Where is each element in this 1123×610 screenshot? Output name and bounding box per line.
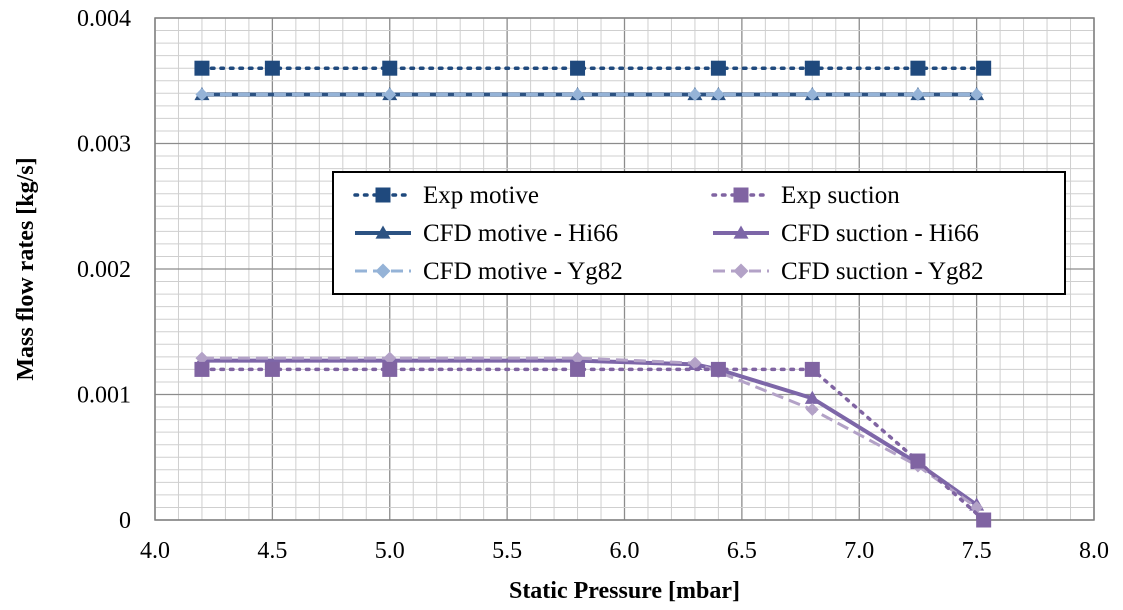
plot-area — [154, 17, 1095, 521]
diamond-marker — [970, 500, 984, 514]
legend-entry: CFD suction - Hi66 — [713, 220, 979, 247]
y-axis-title: Mass flow rates [kg/s] — [13, 157, 39, 380]
y-tick-label: 0.003 — [77, 132, 131, 158]
diamond-marker — [688, 88, 702, 102]
square-marker — [194, 361, 210, 377]
x-tick-label: 6.0 — [610, 538, 640, 564]
x-tick-label: 4.5 — [257, 538, 287, 564]
series-layer — [194, 60, 992, 528]
x-tick-label: 6.5 — [727, 538, 757, 564]
square-marker — [710, 60, 726, 76]
series-4 — [195, 88, 984, 102]
square-marker — [570, 60, 586, 76]
x-tick-label: 8.0 — [1079, 538, 1109, 564]
diamond-marker — [383, 351, 397, 365]
legend-entry: CFD suction - Yg82 — [713, 258, 984, 285]
square-marker — [976, 60, 992, 76]
diamond-marker — [383, 88, 397, 102]
diamond-marker — [711, 88, 725, 102]
x-axis-ticks: 4.0 4.5 5.0 5.5 6.0 6.5 7.0 7.5 8.0 — [140, 538, 1109, 564]
square-marker — [804, 60, 820, 76]
square-marker — [976, 512, 992, 528]
legend-entry: CFD motive - Hi66 — [355, 220, 618, 247]
legend-label: CFD suction - Hi66 — [781, 220, 979, 247]
square-marker — [194, 60, 210, 76]
square-marker — [733, 187, 749, 203]
legend-entry: Exp suction — [711, 182, 900, 209]
x-tick-label: 7.5 — [962, 538, 992, 564]
square-marker — [382, 361, 398, 377]
diamond-marker — [911, 88, 925, 102]
legend-label: CFD motive - Yg82 — [423, 258, 623, 285]
square-marker — [570, 361, 586, 377]
diamond-marker — [733, 263, 749, 279]
legend-entry: CFD motive - Yg82 — [355, 258, 623, 285]
series-line — [201, 356, 978, 509]
x-axis-title: Static Pressure [mbar] — [509, 578, 740, 604]
legend-entry: Exp motive — [353, 182, 539, 209]
square-marker — [710, 361, 726, 377]
square-marker — [910, 60, 926, 76]
y-tick-label: 0.004 — [77, 6, 131, 32]
legend-label: CFD motive - Hi66 — [423, 220, 618, 247]
diamond-marker — [375, 263, 391, 279]
series-0 — [194, 60, 992, 76]
legend: Exp motive Exp suction CFD motive - Hi66 CF… — [332, 171, 1066, 295]
legend-box — [332, 171, 1066, 295]
x-tick-label: 4.0 — [140, 538, 170, 564]
square-marker — [804, 361, 820, 377]
triangle-marker — [804, 390, 820, 404]
series-line — [200, 367, 986, 522]
x-tick-label: 5.5 — [492, 538, 522, 564]
diamond-marker — [195, 88, 209, 102]
square-marker — [375, 187, 391, 203]
triangle-marker — [733, 225, 749, 239]
series-1 — [194, 361, 992, 528]
triangle-marker — [375, 225, 391, 239]
square-marker — [264, 361, 280, 377]
diamond-marker — [571, 88, 585, 102]
square-marker — [382, 60, 398, 76]
y-tick-label: 0.001 — [77, 383, 131, 409]
square-marker — [910, 453, 926, 469]
diamond-marker — [970, 88, 984, 102]
square-marker — [264, 60, 280, 76]
y-axis-ticks: 0 0.001 0.002 0.003 0.004 — [77, 6, 131, 534]
y-tick-label: 0.002 — [77, 257, 131, 283]
diamond-marker — [571, 351, 585, 365]
diamond-marker — [805, 403, 819, 417]
diamond-marker — [688, 356, 702, 370]
legend-label: CFD suction - Yg82 — [781, 258, 984, 285]
y-tick-label: 0 — [119, 508, 131, 534]
legend-label: Exp suction — [781, 182, 900, 209]
x-tick-label: 5.0 — [375, 538, 405, 564]
diamond-marker — [805, 88, 819, 102]
legend-label: Exp motive — [423, 182, 539, 209]
diamond-marker — [195, 351, 209, 365]
x-tick-label: 7.0 — [844, 538, 874, 564]
